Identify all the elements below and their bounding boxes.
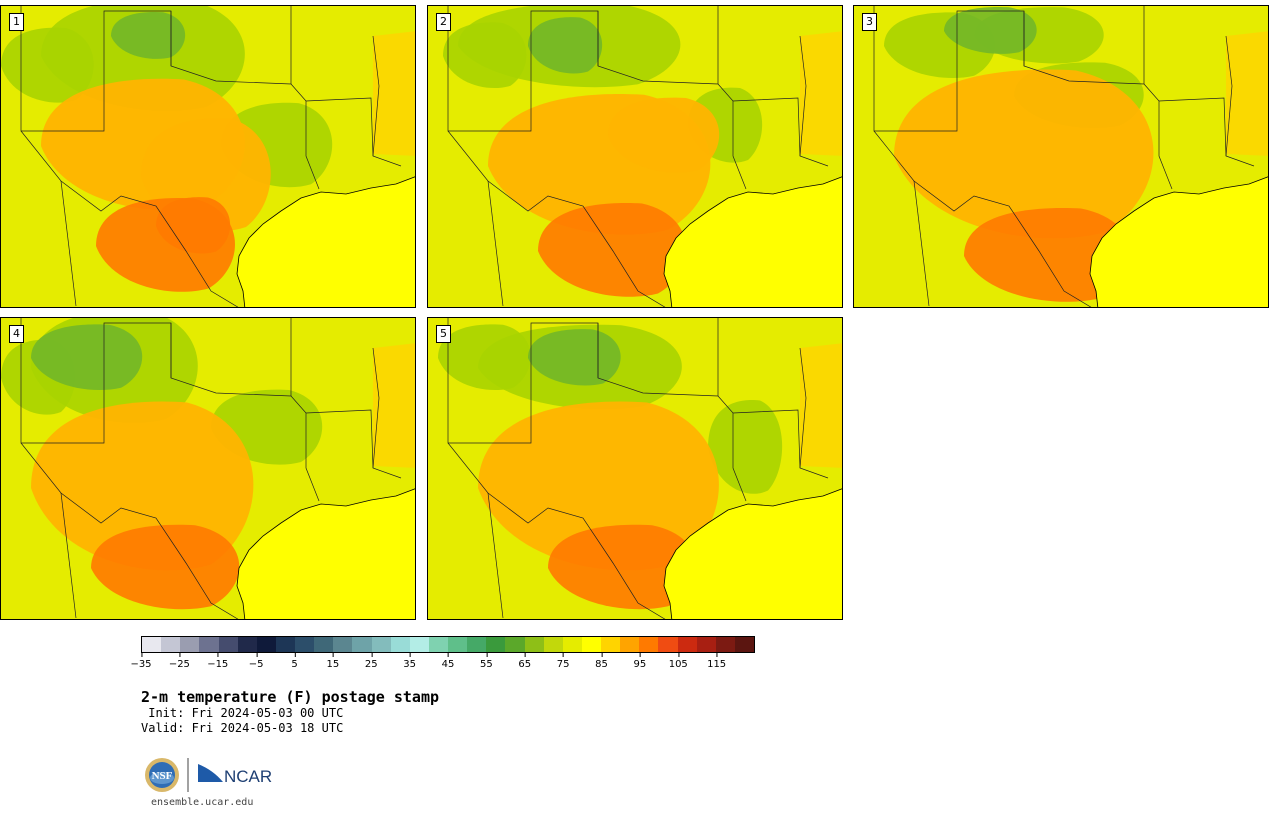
colorbar-swatch bbox=[562, 637, 582, 652]
colorbar-tick-label: 115 bbox=[707, 653, 726, 670]
map-panel-1: 1 bbox=[0, 5, 416, 308]
colorbar-tick-label: 55 bbox=[480, 653, 493, 670]
panel-label: 4 bbox=[9, 325, 24, 343]
colorbar-swatch bbox=[524, 637, 544, 652]
ncar-logo-text: NCAR bbox=[224, 767, 272, 786]
colorbar-swatch bbox=[581, 637, 601, 652]
panel-label: 2 bbox=[436, 13, 451, 31]
colorbar-tick-label: 35 bbox=[403, 653, 416, 670]
ncar-logo-icon: NCAR bbox=[198, 764, 272, 786]
colorbar-swatch bbox=[696, 637, 716, 652]
colorbar-tick-label: 65 bbox=[518, 653, 531, 670]
colorbar-swatch bbox=[734, 637, 754, 652]
nsf-logo-text: NSF bbox=[152, 770, 173, 782]
colorbar-tick-label: 95 bbox=[634, 653, 646, 670]
map-panel-4: 4 bbox=[0, 317, 416, 620]
colorbar-swatch bbox=[677, 637, 697, 652]
temperature-map bbox=[854, 6, 1268, 307]
colorbar-swatch bbox=[275, 637, 295, 652]
map-panel-2: 2 bbox=[427, 5, 843, 308]
colorbar-ticks: −35 −25 −15 −5 5 15 25 35 45 55 65 75 85 95 105 115 bbox=[130, 653, 755, 673]
temperature-map bbox=[428, 318, 842, 619]
valid-time: Valid: Fri 2024-05-03 18 UTC bbox=[141, 721, 344, 735]
colorbar-tick-label: −35 bbox=[130, 653, 152, 670]
colorbar-swatch bbox=[390, 637, 410, 652]
colorbar-tick-label: 105 bbox=[669, 653, 688, 670]
init-time: Init: Fri 2024-05-03 00 UTC bbox=[141, 706, 344, 720]
map-panel-3: 3 bbox=[853, 5, 1269, 308]
panel-label: 3 bbox=[862, 13, 877, 31]
temperature-map bbox=[1, 318, 415, 619]
colorbar-swatch bbox=[601, 637, 621, 652]
colorbar-swatch bbox=[256, 637, 276, 652]
colorbar-swatch bbox=[237, 637, 257, 652]
temperature-map bbox=[428, 6, 842, 307]
colorbar-swatch bbox=[371, 637, 391, 652]
colorbar-swatch bbox=[199, 637, 219, 652]
colorbar-swatch bbox=[352, 637, 372, 652]
colorbar-swatch bbox=[409, 637, 429, 652]
colorbar-swatch bbox=[314, 637, 334, 652]
colorbar-tick-label: −15 bbox=[207, 653, 228, 670]
colorbar-swatch bbox=[448, 637, 468, 652]
site-url: ensemble.ucar.edu bbox=[151, 797, 254, 808]
panel-label: 1 bbox=[9, 13, 24, 31]
colorbar-swatch bbox=[180, 637, 200, 652]
temperature-colorbar bbox=[141, 636, 755, 653]
colorbar-swatch bbox=[505, 637, 525, 652]
colorbar-swatch bbox=[543, 637, 563, 652]
colorbar-swatch bbox=[715, 637, 735, 652]
logos: NSF NCAR bbox=[145, 758, 272, 792]
colorbar-tick-label: 5 bbox=[291, 653, 298, 670]
colorbar-swatch bbox=[486, 637, 506, 652]
colorbar-swatch bbox=[658, 637, 678, 652]
colorbar-tick-label: 75 bbox=[557, 653, 569, 670]
map-panel-5: 5 bbox=[427, 317, 843, 620]
nsf-logo-icon: NSF bbox=[145, 758, 179, 792]
colorbar-swatch bbox=[142, 637, 162, 652]
colorbar-swatch bbox=[467, 637, 487, 652]
colorbar-swatch bbox=[639, 637, 659, 652]
panel-label: 5 bbox=[436, 325, 451, 343]
colorbar-swatch bbox=[218, 637, 238, 652]
colorbar-swatch bbox=[620, 637, 640, 652]
figure-title: 2-m temperature (F) postage stamp bbox=[141, 688, 440, 706]
colorbar-swatch bbox=[161, 637, 181, 652]
colorbar-swatch bbox=[295, 637, 315, 652]
temperature-map bbox=[1, 6, 415, 307]
colorbar-tick-label: 45 bbox=[442, 653, 454, 670]
colorbar-tick-label: 15 bbox=[327, 653, 339, 670]
colorbar-tick-label: 25 bbox=[365, 653, 378, 670]
colorbar-tick-label: −25 bbox=[169, 653, 190, 670]
colorbar-swatch bbox=[428, 637, 448, 652]
colorbar-swatch bbox=[333, 637, 353, 652]
colorbar-tick-label: 85 bbox=[595, 653, 608, 670]
colorbar-tick-label: −5 bbox=[249, 653, 264, 670]
